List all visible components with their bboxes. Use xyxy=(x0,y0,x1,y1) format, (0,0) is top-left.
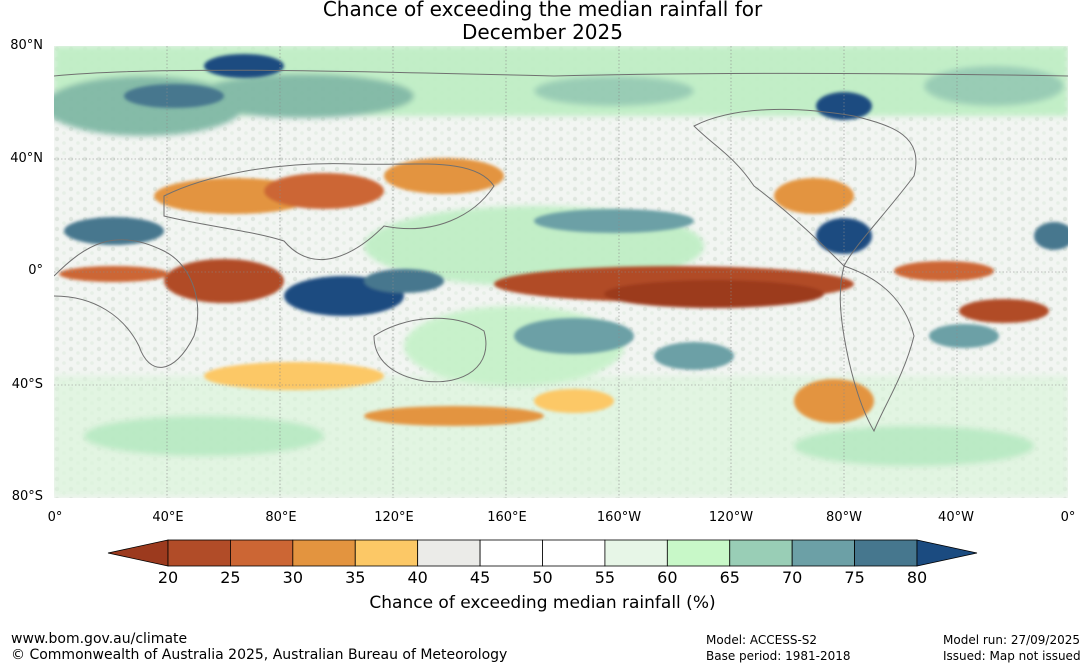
colorbar-label: Chance of exceeding median rainfall (%) xyxy=(369,593,716,613)
colorbar-tick-label: 35 xyxy=(345,568,366,587)
colorbar-swatch xyxy=(542,539,606,567)
lon-label-0-right: 0° xyxy=(1060,510,1076,525)
map-title-line2: December 2025 xyxy=(462,20,623,44)
map-title-line1: Chance of exceeding the median rainfall … xyxy=(322,0,763,21)
colorbar-swatch xyxy=(230,539,294,567)
colorbar-tick-label: 30 xyxy=(282,568,304,587)
lat-label-80s: 80°S xyxy=(11,489,43,504)
colorbar-swatch xyxy=(604,539,668,567)
colorbar-tick-label: 60 xyxy=(657,568,678,587)
colorbar-swatch xyxy=(729,539,793,567)
colorbar-swatch xyxy=(417,539,481,567)
colorbar-tick-label: 40 xyxy=(407,568,428,587)
lon-label-40w: 40°W xyxy=(938,510,974,525)
colorbar-swatch xyxy=(666,539,731,567)
footer-copyright: © Commonwealth of Australia 2025, Austra… xyxy=(11,647,508,663)
colorbar-extend-high xyxy=(916,539,978,567)
footer-issued: Issued: Map not issued xyxy=(943,649,1081,663)
lat-label-80n: 80°N xyxy=(10,38,43,53)
lat-label-0: 0° xyxy=(28,263,43,278)
lon-label-160e: 160°E xyxy=(487,510,527,525)
lat-label-40s: 40°S xyxy=(11,377,43,392)
lon-label-120e: 120°E xyxy=(374,510,414,525)
colorbar-swatch xyxy=(854,539,918,567)
lat-label-40n: 40°N xyxy=(10,151,43,166)
rainfall-map xyxy=(54,46,1068,498)
colorbar-extend-low xyxy=(107,539,169,567)
footer-url: www.bom.gov.au/climate xyxy=(11,631,188,647)
lon-label-120w: 120°W xyxy=(708,510,754,525)
colorbar-swatch xyxy=(791,539,855,567)
colorbar-tick-label: 70 xyxy=(781,568,803,587)
colorbar-tick-label: 80 xyxy=(906,568,928,587)
colorbar-tick-label: 45 xyxy=(469,568,491,587)
lon-label-0-left: 0° xyxy=(47,510,63,525)
colorbar-swatch xyxy=(479,539,543,567)
colorbar-swatch xyxy=(354,539,419,567)
rainfall-map-canvas xyxy=(54,46,1068,498)
colorbar-tick-label: 55 xyxy=(594,568,616,587)
lon-label-40e: 40°E xyxy=(152,510,184,525)
colorbar-tick-label: 65 xyxy=(719,568,740,587)
colorbar-tick-label: 50 xyxy=(532,568,553,587)
colorbar-swatch xyxy=(292,539,356,567)
colorbar-swatch xyxy=(167,539,231,567)
footer-model-run: Model run: 27/09/2025 xyxy=(943,633,1081,647)
colorbar xyxy=(107,539,978,567)
lon-label-80w: 80°W xyxy=(826,510,862,525)
footer-model: Model: ACCESS-S2 xyxy=(706,633,818,647)
colorbar-tick-label: 20 xyxy=(157,568,179,587)
colorbar-tick-label: 75 xyxy=(844,568,865,587)
colorbar-tick-label: 25 xyxy=(220,568,241,587)
footer-base-period: Base period: 1981-2018 xyxy=(706,649,851,663)
lon-label-80e: 80°E xyxy=(265,510,297,525)
lon-label-160w: 160°W xyxy=(596,510,642,525)
